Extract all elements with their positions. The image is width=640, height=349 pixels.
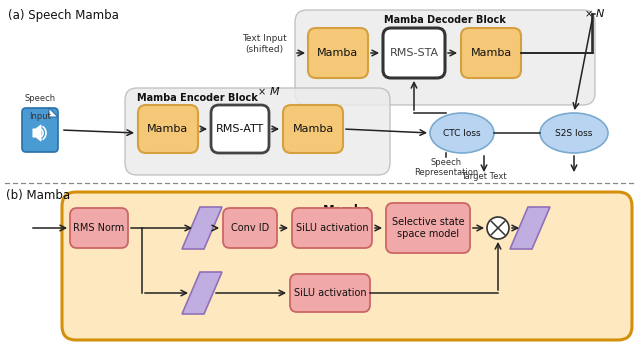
FancyBboxPatch shape <box>138 105 198 153</box>
FancyBboxPatch shape <box>283 105 343 153</box>
Text: SiLU activation: SiLU activation <box>294 288 366 298</box>
Text: Mamba: Mamba <box>470 48 511 58</box>
FancyBboxPatch shape <box>290 274 370 312</box>
Ellipse shape <box>430 113 494 153</box>
Text: M: M <box>270 87 280 97</box>
Polygon shape <box>33 125 41 141</box>
Text: Input: Input <box>29 112 51 121</box>
Text: SiLU activation: SiLU activation <box>296 223 368 233</box>
Polygon shape <box>182 272 222 314</box>
Text: Speech
Representation: Speech Representation <box>414 158 478 177</box>
Text: Selective state
space model: Selective state space model <box>392 217 464 239</box>
FancyBboxPatch shape <box>125 88 390 175</box>
Text: Mamba: Mamba <box>317 48 358 58</box>
FancyBboxPatch shape <box>223 208 277 248</box>
Text: ×: × <box>258 87 266 97</box>
Text: Mamba: Mamba <box>323 204 371 217</box>
Text: Mamba: Mamba <box>147 124 189 134</box>
FancyBboxPatch shape <box>295 10 595 105</box>
Text: RMS Norm: RMS Norm <box>74 223 125 233</box>
Text: ×: × <box>585 9 593 19</box>
FancyBboxPatch shape <box>383 28 445 78</box>
Text: CTC loss: CTC loss <box>443 128 481 138</box>
Text: (b) Mamba: (b) Mamba <box>6 189 70 202</box>
Circle shape <box>487 217 509 239</box>
Text: Mamba: Mamba <box>292 124 333 134</box>
Polygon shape <box>49 108 58 117</box>
Text: RMS-ATT: RMS-ATT <box>216 124 264 134</box>
Text: Speech: Speech <box>24 94 56 103</box>
FancyBboxPatch shape <box>461 28 521 78</box>
FancyBboxPatch shape <box>211 105 269 153</box>
Text: Target Text: Target Text <box>461 172 507 181</box>
Text: Text Input
(shifted): Text Input (shifted) <box>242 34 286 54</box>
FancyBboxPatch shape <box>386 203 470 253</box>
Text: Mamba Encoder Block: Mamba Encoder Block <box>137 93 258 103</box>
Text: Conv ID: Conv ID <box>231 223 269 233</box>
Text: RMS-STA: RMS-STA <box>389 48 438 58</box>
FancyBboxPatch shape <box>62 192 632 340</box>
FancyBboxPatch shape <box>22 108 58 152</box>
Text: (a) Speech Mamba: (a) Speech Mamba <box>8 9 119 22</box>
Polygon shape <box>510 207 550 249</box>
Text: N: N <box>596 9 604 19</box>
FancyBboxPatch shape <box>70 208 128 248</box>
FancyBboxPatch shape <box>308 28 368 78</box>
Polygon shape <box>182 207 222 249</box>
Ellipse shape <box>540 113 608 153</box>
Text: Mamba Decoder Block: Mamba Decoder Block <box>384 15 506 25</box>
Text: S2S loss: S2S loss <box>556 128 593 138</box>
FancyBboxPatch shape <box>292 208 372 248</box>
